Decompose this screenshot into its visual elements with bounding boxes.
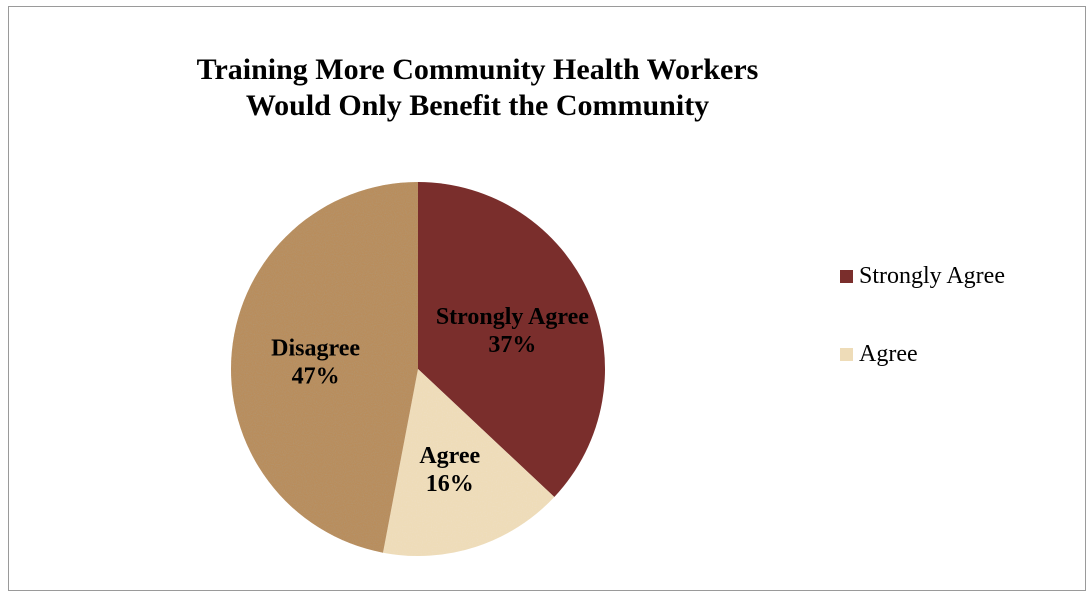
data-label-agree: Agree 16% xyxy=(419,443,480,497)
pie-slice-strongly-agree xyxy=(418,182,605,498)
pie-slice-disagree xyxy=(230,182,418,553)
chart-title-line-1: Training More Community Health Workers xyxy=(196,53,759,86)
pie-slice-agree xyxy=(382,369,555,556)
legend-swatch-strongly-agree xyxy=(840,269,853,283)
chart-title: Training More Community Health Workers W… xyxy=(0,52,955,124)
legend-item-strongly-agree: Strongly Agree xyxy=(840,262,1005,290)
legend-swatch-agree xyxy=(840,347,853,361)
data-label-strongly-agree: Strongly Agree 37% xyxy=(436,304,589,358)
legend-label-strongly-agree: Strongly Agree xyxy=(859,262,1005,289)
chart-legend: Strongly Agree Agree xyxy=(840,262,1005,418)
legend-label-agree: Agree xyxy=(859,340,918,367)
chart-title-line-2: Would Only Benefit the Community xyxy=(245,89,710,122)
data-label-disagree: Disagree 47% xyxy=(271,335,360,389)
legend-item-agree: Agree xyxy=(840,340,1005,368)
